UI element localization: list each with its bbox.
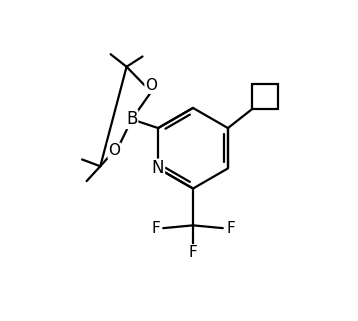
Text: O: O — [108, 143, 120, 158]
Text: O: O — [145, 78, 157, 93]
Text: F: F — [189, 245, 197, 260]
Text: F: F — [151, 221, 160, 236]
Text: B: B — [126, 110, 137, 128]
Text: N: N — [152, 160, 164, 178]
Text: F: F — [226, 221, 235, 236]
